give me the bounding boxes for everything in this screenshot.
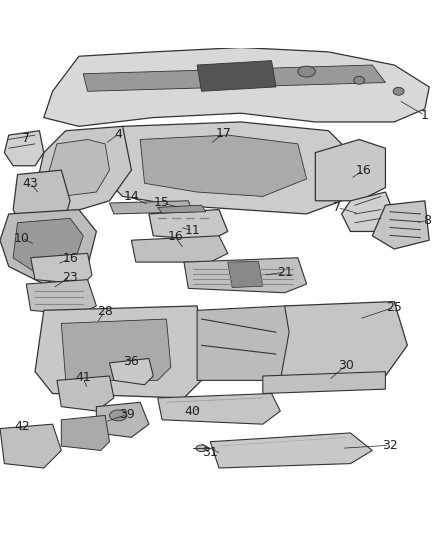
Polygon shape <box>149 209 228 240</box>
Text: 7: 7 <box>22 132 30 145</box>
Text: 17: 17 <box>215 127 231 140</box>
Text: 16: 16 <box>356 164 371 176</box>
Polygon shape <box>315 140 385 201</box>
Polygon shape <box>342 192 394 231</box>
Text: 39: 39 <box>119 408 135 421</box>
Text: 15: 15 <box>154 197 170 209</box>
Text: 36: 36 <box>124 354 139 368</box>
Polygon shape <box>110 359 153 385</box>
Text: 8: 8 <box>423 214 431 227</box>
Text: 31: 31 <box>202 446 218 459</box>
Ellipse shape <box>196 445 207 451</box>
Polygon shape <box>44 47 429 126</box>
Polygon shape <box>197 61 276 91</box>
Polygon shape <box>263 372 385 393</box>
Polygon shape <box>26 280 96 314</box>
Text: 7: 7 <box>333 201 341 214</box>
Polygon shape <box>4 131 44 166</box>
Polygon shape <box>140 135 307 197</box>
Polygon shape <box>0 209 96 284</box>
Text: 16: 16 <box>62 252 78 265</box>
Ellipse shape <box>298 66 315 77</box>
Ellipse shape <box>353 76 364 84</box>
Polygon shape <box>13 170 70 236</box>
Text: 1: 1 <box>421 109 429 122</box>
Text: 23: 23 <box>62 271 78 284</box>
Polygon shape <box>0 424 61 468</box>
Text: 14: 14 <box>124 190 139 203</box>
Polygon shape <box>131 236 228 262</box>
Polygon shape <box>184 258 307 293</box>
Polygon shape <box>31 253 92 284</box>
Polygon shape <box>83 65 385 91</box>
Text: 40: 40 <box>185 406 201 418</box>
Ellipse shape <box>110 410 127 421</box>
Polygon shape <box>35 126 131 214</box>
Polygon shape <box>61 415 110 450</box>
Polygon shape <box>158 205 206 213</box>
Polygon shape <box>158 393 280 424</box>
Text: 32: 32 <box>382 439 398 451</box>
Ellipse shape <box>393 87 404 95</box>
Polygon shape <box>96 402 149 437</box>
Text: 25: 25 <box>386 301 402 314</box>
Text: 11: 11 <box>185 224 201 237</box>
Text: 10: 10 <box>14 231 30 245</box>
Text: 42: 42 <box>14 420 30 433</box>
Polygon shape <box>372 201 429 249</box>
Polygon shape <box>263 302 407 381</box>
Polygon shape <box>57 376 114 411</box>
Text: 43: 43 <box>23 177 39 190</box>
Polygon shape <box>210 433 372 468</box>
Polygon shape <box>48 140 110 197</box>
Text: 28: 28 <box>97 305 113 318</box>
Polygon shape <box>35 306 206 398</box>
Polygon shape <box>110 201 193 214</box>
Text: 4: 4 <box>114 128 122 141</box>
Text: 30: 30 <box>338 359 354 372</box>
Polygon shape <box>96 122 350 214</box>
Polygon shape <box>228 261 263 287</box>
Text: 21: 21 <box>277 265 293 279</box>
Polygon shape <box>13 219 83 275</box>
Polygon shape <box>197 306 289 381</box>
Polygon shape <box>61 319 171 381</box>
Text: 16: 16 <box>167 230 183 243</box>
Text: 41: 41 <box>75 372 91 384</box>
